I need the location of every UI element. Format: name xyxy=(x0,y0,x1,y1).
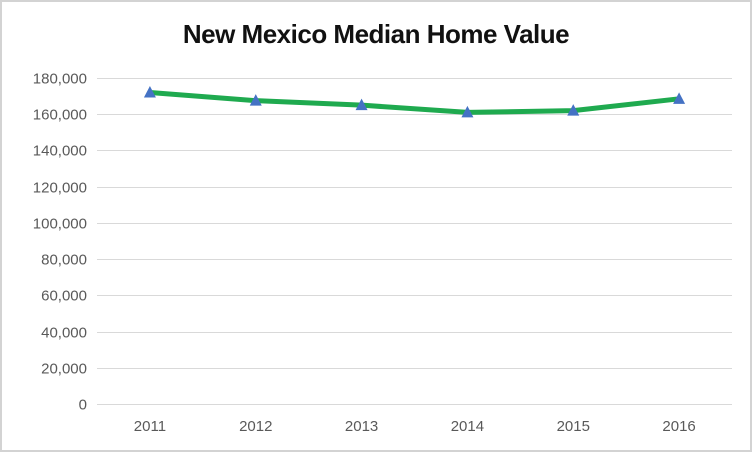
y-axis-tick-label: 160,000 xyxy=(33,107,87,124)
x-axis-tick-label: 2014 xyxy=(451,418,484,435)
y-axis-tick-label: 180,000 xyxy=(33,71,87,88)
y-axis-tick-label: 140,000 xyxy=(33,143,87,160)
x-axis-tick-label: 2012 xyxy=(239,418,272,435)
data-line xyxy=(147,89,682,115)
data-point-marker xyxy=(461,105,474,118)
data-point-marker xyxy=(567,104,580,116)
y-axis-tick-label: 60,000 xyxy=(41,288,87,305)
data-point-marker xyxy=(249,94,262,106)
y-axis-tick-label: 0 xyxy=(79,397,87,414)
data-point-marker xyxy=(673,92,686,104)
y-axis-tick-label: 120,000 xyxy=(33,180,87,197)
y-axis-tick-label: 20,000 xyxy=(41,361,87,378)
data-point-marker xyxy=(143,85,156,98)
x-axis-tick-label: 2013 xyxy=(345,418,378,435)
data-point-marker xyxy=(355,98,368,111)
chart-title: New Mexico Median Home Value xyxy=(182,19,570,49)
x-axis-tick-label: 2015 xyxy=(557,418,590,435)
y-axis-tick-label: 40,000 xyxy=(41,325,87,342)
y-axis-tick-label: 100,000 xyxy=(33,216,87,233)
y-axis-tick-label: 80,000 xyxy=(41,252,87,269)
x-axis-tick-label: 2011 xyxy=(134,418,166,435)
x-axis-tick-label: 2016 xyxy=(662,418,695,435)
